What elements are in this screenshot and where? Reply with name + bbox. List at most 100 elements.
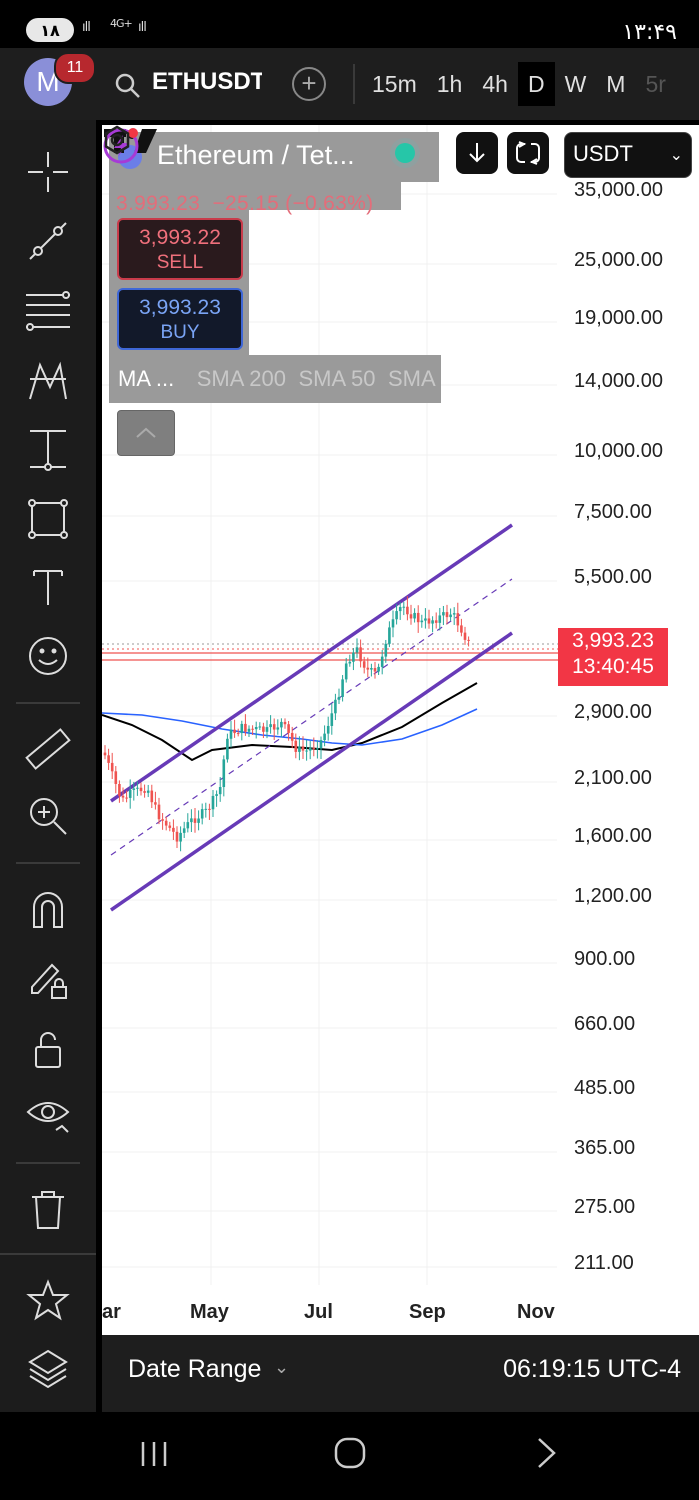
candle [463,632,467,640]
indicator-sma-50[interactable]: SMA 50 [298,366,376,391]
settings-icon[interactable] [102,125,132,155]
replay-button[interactable] [507,132,549,174]
price-axis-label: 1,200.00 [574,885,652,907]
candle [110,762,114,772]
candle [200,809,204,819]
unlock-icon[interactable] [24,1025,72,1073]
indicator-ma[interactable]: MA ... [118,366,175,391]
magnet-icon[interactable] [24,885,72,933]
drawing-toolbar [0,120,96,1412]
candle [402,606,406,608]
symbol-search[interactable]: ETHUSDT [152,68,262,95]
price-axis-label: 10,000.00 [574,440,663,462]
candle [337,696,341,700]
fib-retracement-icon[interactable] [24,287,72,335]
interval-w[interactable]: W [564,71,587,97]
candle [240,723,244,734]
lock-drawing-icon[interactable] [24,955,72,1003]
candle [348,661,352,664]
collapse-legend-button[interactable] [117,410,175,456]
home-icon[interactable] [333,1436,367,1470]
candle [161,819,164,821]
interval-m[interactable]: M [606,71,626,97]
candle [103,752,107,756]
buy-button[interactable]: 3,993.23 BUY [117,288,243,350]
layers-icon[interactable] [24,1345,72,1393]
price-axis-label: 14,000.00 [574,370,663,392]
candle [323,733,326,741]
system-nav-bar [0,1412,699,1500]
interval-15m[interactable]: 15m [372,71,417,97]
candle [193,818,197,823]
candle [262,726,265,732]
pattern-icon[interactable] [24,357,72,405]
sma-200-line [102,682,478,762]
candle [319,740,323,749]
candle [294,740,298,752]
emoji-icon[interactable] [24,632,72,680]
crosshair-icon[interactable] [24,148,72,196]
currency-select[interactable]: USDT ⌄ [564,132,692,178]
candle [467,639,470,641]
candle [456,613,460,626]
candle [420,620,424,623]
price-axis-label: 900.00 [574,948,636,970]
interval-1h[interactable]: 1h [436,71,463,97]
text-icon[interactable] [24,563,72,611]
zoom-in-icon[interactable] [24,792,72,840]
sell-button[interactable]: 3,993.22 SELL [117,218,243,280]
interval-d[interactable]: D [517,62,555,106]
trash-icon[interactable] [24,1186,72,1234]
ruler-icon[interactable] [24,725,72,773]
candle [226,738,229,760]
back-icon[interactable] [530,1436,564,1470]
candle [233,729,236,734]
rectangle-icon[interactable] [24,495,72,543]
price-axis-label: 2,900.00 [574,701,652,723]
candle [413,612,416,619]
candle [373,668,377,672]
price-chart[interactable] [102,125,699,1335]
interval-4h[interactable]: 4h [482,71,508,97]
legend-title: Ethereum / Tet... [157,140,355,170]
chevron-down-icon: ⌄ [274,1357,290,1377]
market-status-icon [390,138,420,168]
candle [204,808,208,810]
candle [391,619,395,628]
network-type: 4G+ [110,17,133,30]
symbol-legend[interactable]: Ethereum / Tet... 3,993.23 −25.15 (−0.63… [109,132,401,215]
candle [258,726,262,728]
last-price-label: 3,993.23 13:40:45 [558,628,668,686]
star-icon[interactable] [24,1276,72,1324]
candle [366,667,370,670]
search-icon[interactable] [114,72,142,100]
candle [208,808,211,810]
recent-apps-icon[interactable] [138,1438,170,1470]
interval-5r[interactable]: 5r [645,71,666,97]
price-axis-label: 5,500.00 [574,566,652,588]
toolbar-divider-3 [16,1162,80,1164]
chart-pane[interactable]: 35,000.00 25,000.00 19,000.00 14,000.00 … [102,125,699,1335]
candle [244,723,247,732]
candle [431,620,434,624]
price-axis-label: 2,100.00 [574,767,652,789]
candle [359,647,362,662]
candle [416,612,420,623]
timezone-clock[interactable]: 06:19:15 UTC-4 [503,1355,681,1383]
indicator-sma[interactable]: SMA [387,366,436,391]
trendline-icon[interactable] [24,217,72,265]
indicator-sma-200[interactable]: SMA 200 [196,366,286,391]
download-button[interactable] [456,132,498,174]
indicators-legend[interactable]: MA ... SMA 200 SMA 50 SMA [109,355,441,403]
eye-icon[interactable] [24,1090,72,1138]
candle [355,647,359,653]
measure-icon[interactable] [24,425,72,473]
date-range-button[interactable]: Date Range [128,1355,262,1383]
toolbar-divider-4 [0,1253,96,1255]
price-axis-label: 1,600.00 [574,825,652,847]
status-bar: ۱۸ ıll 4G+ ıll ۱۳:۴۹ [0,0,699,48]
candle [427,618,431,624]
compare-add-button[interactable]: + [292,67,326,101]
toolbar-divider-2 [16,862,80,864]
candle [301,746,305,751]
